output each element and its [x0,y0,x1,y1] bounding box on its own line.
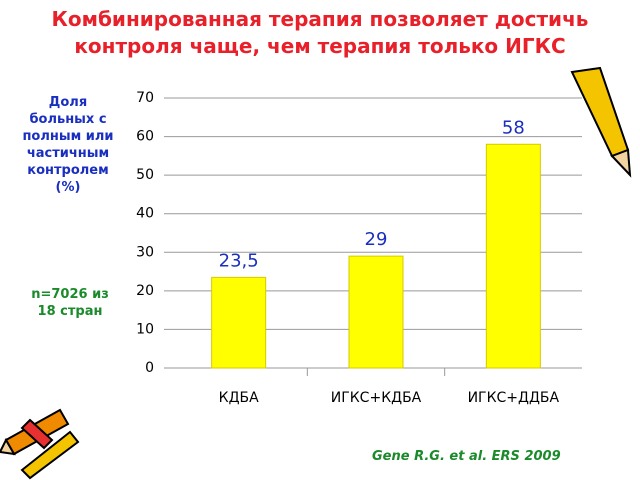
pencil-decoration [0,66,632,480]
y-tick-label: 40 [136,206,154,222]
bar [211,276,267,369]
bar [348,255,404,369]
x-tick-label: ИГКС+ДДБА [468,390,560,406]
y-tick-label: 10 [136,321,154,337]
y-tick-label: 20 [136,283,154,299]
y-tick-label: 30 [136,244,154,260]
y-tick-label: 0 [145,360,154,376]
y-tick-label: 50 [136,167,154,183]
value-label: 29 [365,229,388,250]
source: Gene R.G. et al. ERS 2009 [372,449,561,464]
x-tick-label: КДБА [219,390,259,406]
y-axis-label: Доля больных с полным или частичным конт… [22,95,114,195]
x-tick-label: ИГКС+КДБА [331,390,422,406]
bar [485,143,541,369]
annotation: n=7026 из 18 стран [31,287,109,319]
title: Комбинированная терапия позволяет достич… [51,7,589,58]
y-tick-label: 60 [136,129,154,145]
value-label: 23,5 [219,250,259,271]
y-tick-label: 70 [136,90,154,106]
value-label: 58 [502,117,525,138]
